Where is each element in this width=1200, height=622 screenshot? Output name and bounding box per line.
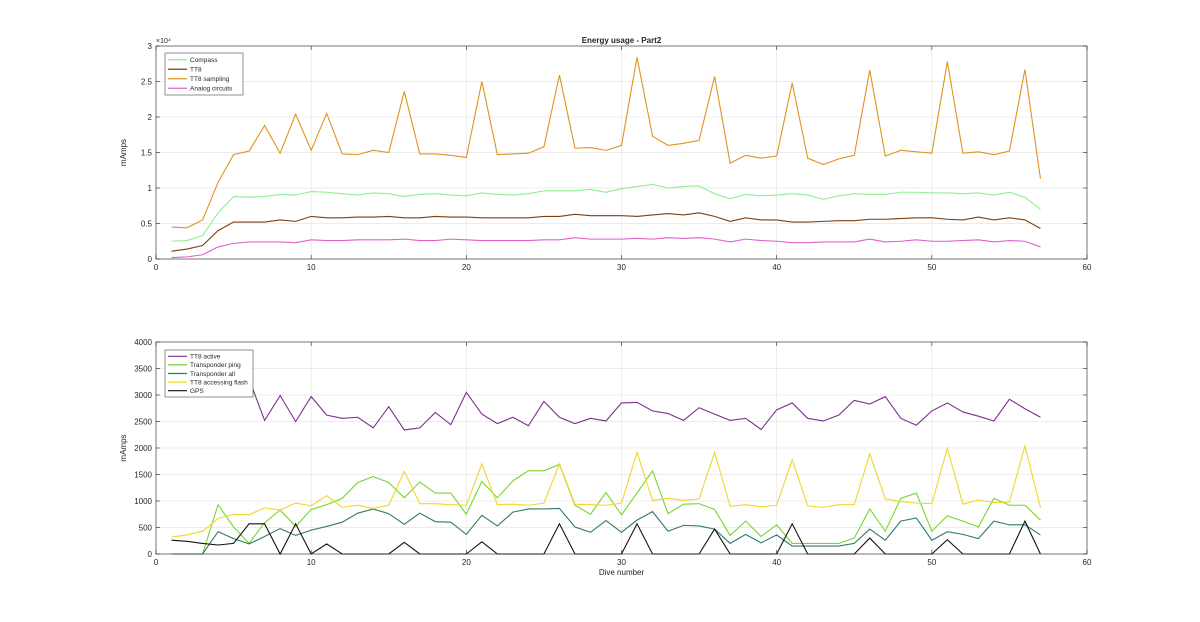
- y-tick-label: 3500: [134, 365, 152, 374]
- x-tick-label: 60: [1083, 263, 1092, 272]
- series-line-compass: [171, 183, 1041, 242]
- y-tick-label: 1000: [134, 497, 152, 506]
- x-tick-label: 40: [772, 558, 781, 567]
- x-tick-label: 30: [617, 558, 626, 567]
- y-axis-label: mAmps: [119, 434, 128, 461]
- y-axis-label: mAmps: [119, 139, 128, 166]
- y-tick-label: 1500: [134, 471, 152, 480]
- x-tick-label: 60: [1083, 558, 1092, 567]
- y-tick-label: 3: [148, 42, 153, 51]
- x-tick-label: 30: [617, 263, 626, 272]
- x-tick-label: 0: [154, 263, 159, 272]
- legend-entry: TT8: [190, 67, 202, 74]
- series-line-tt8-sampling: [171, 57, 1041, 229]
- x-tick-label: 10: [307, 558, 316, 567]
- series-line-transponder-all: [171, 507, 1041, 555]
- legend-entry: Analog circuits: [190, 86, 233, 93]
- series-line-transponder-ping: [171, 463, 1041, 555]
- legend-entry: GPS: [190, 388, 204, 395]
- y-tick-label: 0: [148, 255, 153, 264]
- x-tick-label: 40: [772, 263, 781, 272]
- y-tick-label: 1.5: [141, 149, 153, 158]
- chart-title: Energy usage - Part2: [582, 36, 662, 45]
- y-tick-label: 4000: [134, 338, 152, 347]
- y-tick-label: 2.5: [141, 78, 153, 87]
- ticks: 0 10 20 30 40 50 60 0 0.5 1 1.5 2 2.5 3: [141, 42, 1092, 272]
- legend-entry: Transponder all: [190, 371, 235, 378]
- y-tick-label: 2: [148, 113, 153, 122]
- y-tick-label: 0.5: [141, 220, 153, 229]
- legend-entry: Compass: [190, 57, 218, 64]
- y-tick-label: 1: [148, 184, 153, 193]
- top-chart: 0 10 20 30 40 50 60 0 0.5 1 1.5 2 2.5 3×10⁴ Energy usa…: [119, 36, 1092, 272]
- x-axis-label: Dive number: [599, 568, 645, 577]
- legend: Compass TT8 TT8 sampling Analog circuits: [164, 52, 244, 96]
- y-exponent-label: ×10⁴: [156, 38, 171, 45]
- legend-entry: Transponder ping: [190, 362, 241, 369]
- y-tick-label: 0: [148, 550, 153, 559]
- y-tick-label: 2500: [134, 418, 152, 427]
- ticks: 0 10 20 30 40 50 60 0 500 1000 1500 2000 2500 3000 350…: [134, 338, 1092, 567]
- legend-entry: TT8 active: [190, 354, 221, 361]
- series-line-tt8: [171, 212, 1041, 252]
- x-tick-label: 20: [462, 263, 471, 272]
- x-tick-label: 50: [927, 558, 936, 567]
- series-line-analog-circuits: [171, 237, 1041, 259]
- legend-entry: TT8 sampling: [190, 76, 230, 83]
- y-tick-label: 500: [139, 524, 153, 533]
- series-line-tt8-accessing-flash: [171, 443, 1041, 538]
- x-tick-label: 0: [154, 558, 159, 567]
- x-tick-label: 10: [307, 263, 316, 272]
- bottom-chart: 0 10 20 30 40 50 60 0 500 1000 1500 2000 2500 3000 350…: [119, 338, 1092, 577]
- x-tick-label: 50: [927, 263, 936, 272]
- x-tick-label: 20: [462, 558, 471, 567]
- y-tick-label: 3000: [134, 391, 152, 400]
- series-line-tt8-active: [171, 378, 1041, 431]
- y-tick-label: 2000: [134, 444, 152, 453]
- series-group: [171, 57, 1041, 259]
- legend-entry: TT8 accessing flash: [190, 379, 248, 386]
